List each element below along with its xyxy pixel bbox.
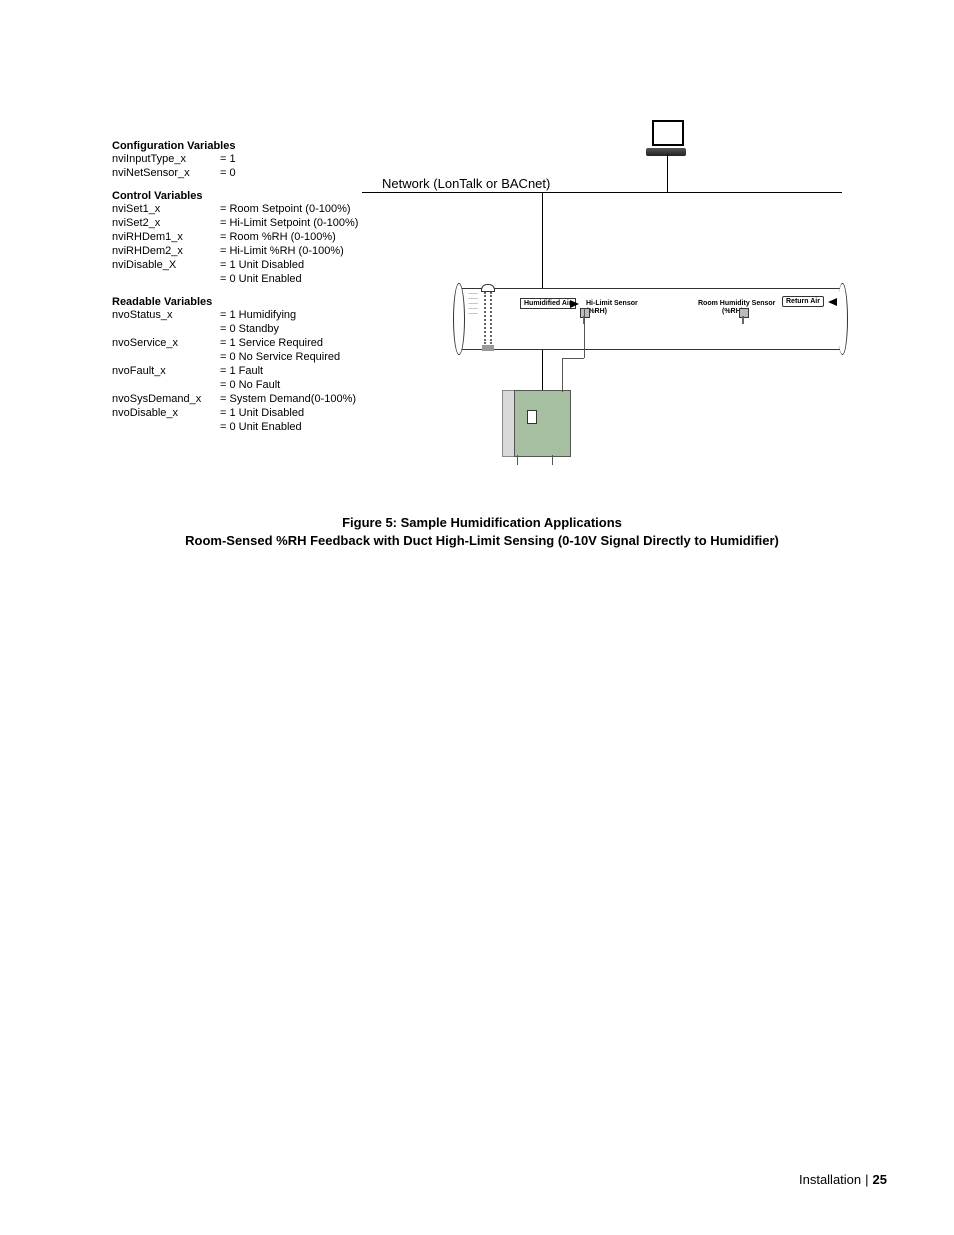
page-footer: Installation|25 (799, 1172, 887, 1187)
variable-value: = 0 (220, 166, 382, 180)
variables-column: Configuration Variables nviInputType_x= … (112, 140, 382, 434)
variable-row: nvoFault_x= 1 Fault (112, 364, 382, 378)
variable-row: nvoDisable_x= 1 Unit Disabled (112, 406, 382, 420)
page: Configuration Variables nviInputType_x= … (0, 0, 954, 1235)
steam-hose (562, 358, 563, 392)
variable-value: = Hi-Limit %RH (0-100%) (220, 244, 382, 258)
variable-value: = 1 Unit Disabled (220, 258, 382, 272)
room-humidity-sensor-icon (739, 308, 749, 318)
steam-lines-icon: ~~~~~~~~~~~~~~~ (468, 292, 477, 317)
variable-row: nviNetSensor_x= 0 (112, 166, 382, 180)
variable-value: = 0 Unit Enabled (220, 420, 382, 434)
variable-name: nviNetSensor_x (112, 166, 220, 180)
variable-value: = 1 Unit Disabled (220, 406, 382, 420)
variable-name: nviRHDem2_x (112, 244, 220, 258)
control-vars-header: Control Variables (112, 190, 382, 202)
hi-limit-sensor-label: Hi-Limit Sensor(%RH) (586, 300, 638, 316)
content-area: Configuration Variables nviInputType_x= … (112, 140, 852, 550)
variable-name (112, 350, 220, 364)
computer-icon (652, 120, 686, 156)
variable-row: nviRHDem1_x= Room %RH (0-100%) (112, 230, 382, 244)
network-label: Network (LonTalk or BACnet) (382, 176, 550, 191)
airflow-arrow-icon (828, 298, 837, 306)
hi-limit-sensor-icon (580, 308, 590, 318)
distributor-base (482, 345, 494, 351)
variable-name: nvoFault_x (112, 364, 220, 378)
variable-value: = 1 Humidifying (220, 308, 382, 322)
variable-value: = 0 Unit Enabled (220, 272, 382, 286)
variable-value: = 1 Service Required (220, 336, 382, 350)
variable-value: = 0 No Fault (220, 378, 382, 392)
variable-row: nviInputType_x= 1 (112, 152, 382, 166)
humidifier-panel-icon (527, 410, 537, 424)
caption-line2: Room-Sensed %RH Feedback with Duct High-… (112, 532, 852, 550)
variable-name: nvoDisable_x (112, 406, 220, 420)
variable-value: = Room Setpoint (0-100%) (220, 202, 382, 216)
variable-value: = Hi-Limit Setpoint (0-100%) (220, 216, 382, 230)
humidifier-icon (514, 390, 571, 457)
variable-row: nviDisable_X= 1 Unit Disabled (112, 258, 382, 272)
duct-inlet (453, 283, 465, 355)
variable-name: nvoService_x (112, 336, 220, 350)
airflow-arrow-icon (570, 300, 579, 308)
variable-value: = 1 Fault (220, 364, 382, 378)
caption-line1: Figure 5: Sample Humidification Applicat… (112, 514, 852, 532)
footer-page-number: 25 (873, 1172, 887, 1187)
variable-name (112, 420, 220, 434)
readable-vars-list: nvoStatus_x= 1 Humidifying= 0 Standbynvo… (112, 308, 382, 434)
variable-name (112, 378, 220, 392)
variable-row: = 0 No Fault (112, 378, 382, 392)
diagram-area: Network (LonTalk or BACnet) Room ~~~~~~~… (382, 140, 852, 434)
variable-row: = 0 Unit Enabled (112, 272, 382, 286)
readable-vars-header: Readable Variables (112, 296, 382, 308)
variable-name: nviSet1_x (112, 202, 220, 216)
footer-section: Installation (799, 1172, 861, 1187)
humidified-air-label: Humidified Air (520, 298, 576, 309)
variable-row: nviRHDem2_x= Hi-Limit %RH (0-100%) (112, 244, 382, 258)
variable-value: = System Demand(0-100%) (220, 392, 382, 406)
variable-row: nvoStatus_x= 1 Humidifying (112, 308, 382, 322)
variable-row: nvoService_x= 1 Service Required (112, 336, 382, 350)
variable-name: nvoSysDemand_x (112, 392, 220, 406)
room-humidity-sensor-label: Room Humidity Sensor(%RH) (698, 300, 775, 316)
variable-name: nvoStatus_x (112, 308, 220, 322)
return-air-label: Return Air (782, 296, 824, 307)
duct-outlet (837, 283, 848, 355)
humidifier-leg (517, 455, 518, 465)
variable-row: = 0 Standby (112, 322, 382, 336)
steam-distributor (490, 292, 492, 344)
variable-value: = 0 No Service Required (220, 350, 382, 364)
two-column-layout: Configuration Variables nviInputType_x= … (112, 140, 852, 434)
steam-hose (584, 308, 585, 358)
variable-name (112, 272, 220, 286)
variable-value: = 0 Standby (220, 322, 382, 336)
humidifier-leg (552, 455, 553, 465)
variable-name: nviSet2_x (112, 216, 220, 230)
config-vars-list: nviInputType_x= 1nviNetSensor_x= 0 (112, 152, 382, 180)
variable-row: nviSet2_x= Hi-Limit Setpoint (0-100%) (112, 216, 382, 230)
variable-row: = 0 Unit Enabled (112, 420, 382, 434)
variable-value: = 1 (220, 152, 382, 166)
variable-row: = 0 No Service Required (112, 350, 382, 364)
network-bus-line (362, 192, 842, 193)
variable-row: nvoSysDemand_x= System Demand(0-100%) (112, 392, 382, 406)
control-vars-list: nviSet1_x= Room Setpoint (0-100%)nviSet2… (112, 202, 382, 286)
figure-caption: Figure 5: Sample Humidification Applicat… (112, 514, 852, 550)
variable-row: nviSet1_x= Room Setpoint (0-100%) (112, 202, 382, 216)
steam-distributor (484, 292, 486, 344)
steam-hose (562, 358, 584, 359)
variable-name: nviInputType_x (112, 152, 220, 166)
variable-name (112, 322, 220, 336)
variable-name: nviDisable_X (112, 258, 220, 272)
network-drop-to-computer (667, 154, 668, 192)
distributor-cap (481, 284, 495, 292)
config-vars-header: Configuration Variables (112, 140, 382, 152)
variable-value: = Room %RH (0-100%) (220, 230, 382, 244)
variable-name: nviRHDem1_x (112, 230, 220, 244)
sensor-probe-icon (742, 316, 744, 324)
